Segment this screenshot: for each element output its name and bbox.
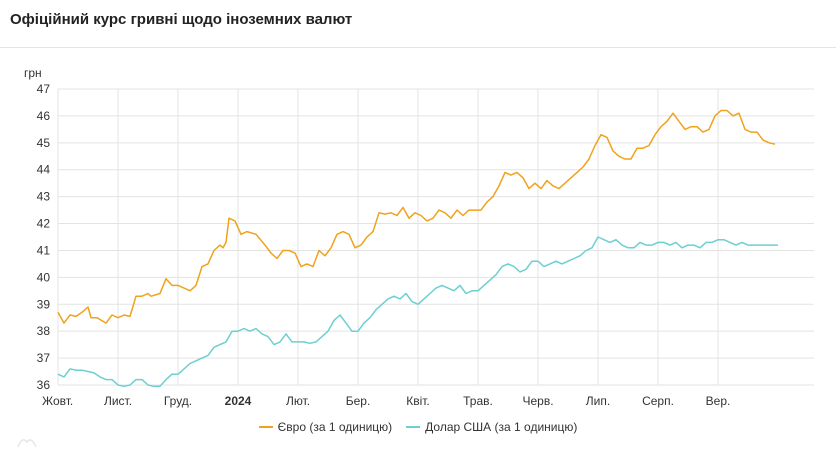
grid-lines xyxy=(57,88,814,386)
y-tick-label: 43 xyxy=(37,190,51,204)
x-tick-label: Квіт. xyxy=(406,394,430,408)
x-tick-label: Серп. xyxy=(642,394,674,408)
legend-label-usd: Долар США (за 1 одиницю) xyxy=(425,420,578,434)
y-tick-label: 46 xyxy=(37,109,51,123)
y-tick-label: 42 xyxy=(37,217,51,231)
y-tick-label: 40 xyxy=(37,270,51,284)
series-line-usd xyxy=(57,236,778,388)
title-divider xyxy=(0,47,836,48)
legend-label-euro: Євро (за 1 одиницю) xyxy=(277,420,393,434)
y-tick-label: 45 xyxy=(37,136,51,150)
x-tick-label: Лип. xyxy=(586,394,610,408)
y-axis-label: грн xyxy=(24,66,42,80)
x-tick-label: Трав. xyxy=(463,394,493,408)
x-tick-label: Жовт. xyxy=(42,394,73,408)
legend-swatch-euro xyxy=(258,426,273,428)
x-tick-label: Лют. xyxy=(286,394,310,408)
y-axis-ticks: 36 37 38 39 40 41 42 43 44 45 46 47 xyxy=(37,82,51,392)
y-tick-label: 38 xyxy=(37,324,51,338)
x-tick-label: 2024 xyxy=(225,394,252,408)
x-tick-label: Бер. xyxy=(346,394,371,408)
series-lines xyxy=(57,109,778,388)
x-axis-ticks: Жовт. Лист. Груд. 2024 Лют. Бер. Квіт. Трав. Чер… xyxy=(42,394,730,408)
y-tick-label: 39 xyxy=(37,297,51,311)
x-tick-label: Черв. xyxy=(522,394,553,408)
series-line-euro xyxy=(57,109,776,324)
legend-item-euro[interactable]: Євро (за 1 одиницю) xyxy=(258,420,393,434)
chart-title: Офіційний курс гривні щодо іноземних вал… xyxy=(10,11,353,28)
line-chart: грн 36 37 38 39 40 41 42 43 44 45 46 47 Жовт. Лист. Г… xyxy=(24,66,814,408)
legend: Євро (за 1 одиницю) Долар США (за 1 один… xyxy=(0,420,836,434)
legend-swatch-usd xyxy=(406,426,421,428)
x-tick-label: Вер. xyxy=(706,394,731,408)
x-tick-label: Лист. xyxy=(104,394,132,408)
legend-item-usd[interactable]: Долар США (за 1 одиницю) xyxy=(406,420,577,434)
y-tick-label: 44 xyxy=(37,163,51,177)
y-tick-label: 36 xyxy=(37,378,51,392)
watermark-icon xyxy=(17,439,37,448)
x-tick-label: Груд. xyxy=(164,394,192,408)
y-tick-label: 47 xyxy=(37,82,51,96)
y-tick-label: 41 xyxy=(37,243,51,257)
y-tick-label: 37 xyxy=(37,351,51,365)
